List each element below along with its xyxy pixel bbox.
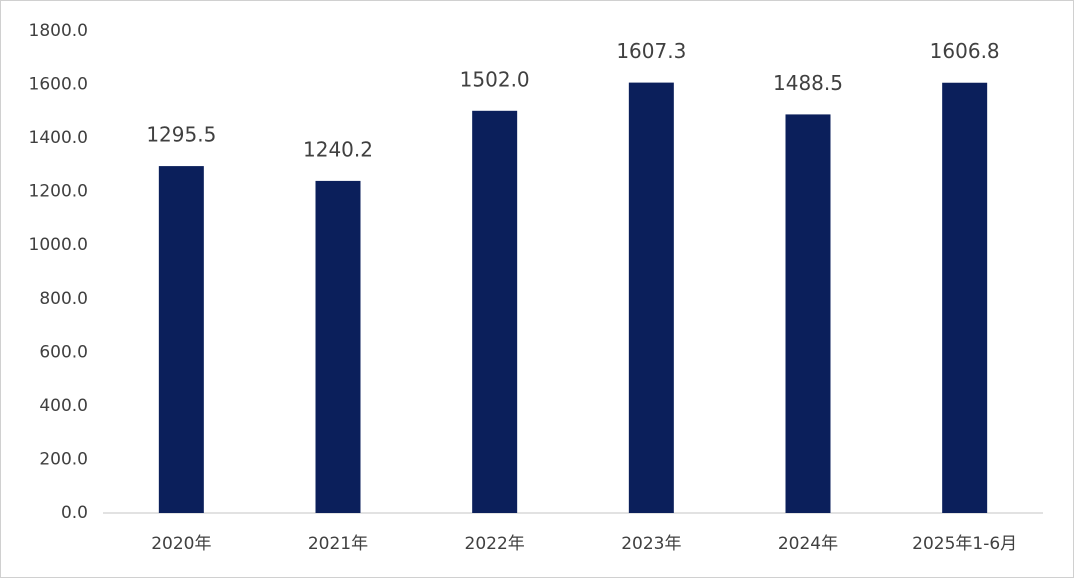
bar	[785, 114, 831, 513]
value-label: 1606.8	[930, 39, 1000, 63]
y-tick-label: 1200.0	[29, 182, 88, 202]
x-tick-label: 2024年	[778, 534, 838, 554]
x-tick-label: 2023年	[621, 534, 681, 554]
bar	[942, 82, 988, 513]
x-tick-label: 2025年1-6月	[912, 534, 1017, 554]
y-tick-label: 0.0	[61, 503, 88, 523]
value-label: 1240.2	[303, 137, 373, 161]
y-tick-label: 1600.0	[29, 75, 88, 95]
bar	[315, 180, 361, 514]
value-label: 1607.3	[616, 39, 686, 63]
value-label: 1502.0	[460, 67, 530, 91]
value-label: 1488.5	[773, 71, 843, 95]
bar	[158, 166, 204, 514]
y-tick-label: 600.0	[39, 342, 88, 362]
y-tick-label: 1400.0	[29, 128, 88, 148]
y-tick-label: 1000.0	[29, 235, 88, 255]
y-tick-label: 800.0	[39, 289, 88, 309]
value-label: 1295.5	[146, 123, 216, 147]
y-tick-label: 1800.0	[29, 21, 88, 41]
x-tick-label: 2021年	[308, 534, 368, 554]
x-tick-label: 2020年	[151, 534, 211, 554]
bar	[472, 110, 518, 513]
y-tick-label: 200.0	[39, 449, 88, 469]
bar	[628, 82, 674, 514]
y-tick-label: 400.0	[39, 396, 88, 416]
x-tick-label: 2022年	[465, 534, 525, 554]
